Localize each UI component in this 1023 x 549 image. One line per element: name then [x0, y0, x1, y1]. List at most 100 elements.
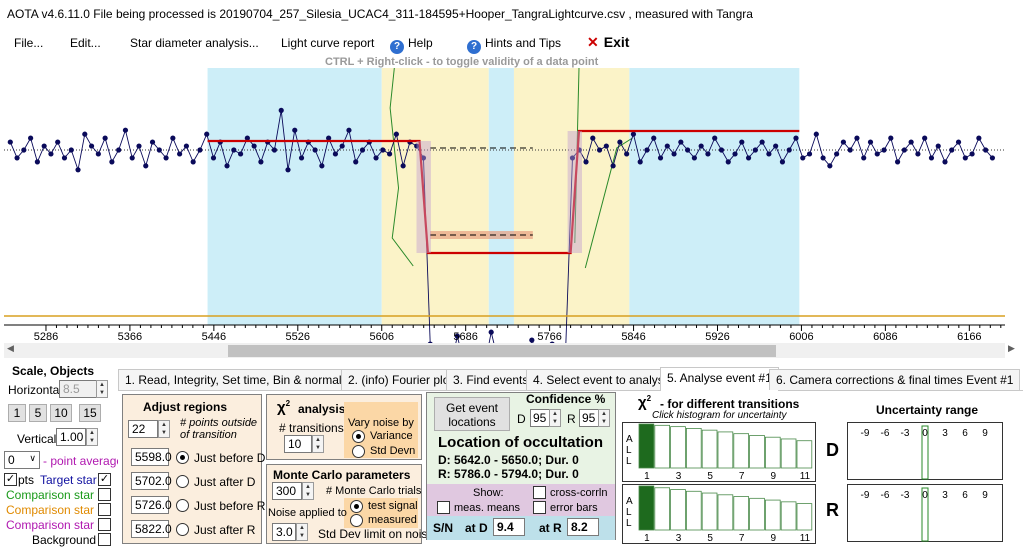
menu-exit[interactable]: ✕ Exit — [587, 34, 629, 51]
data-point — [827, 163, 833, 169]
data-point — [400, 163, 406, 169]
measured-radio[interactable] — [350, 514, 363, 527]
data-point — [82, 131, 88, 137]
menu-light-curve-report[interactable]: Light curve report — [281, 36, 375, 50]
trials-spinner-icon[interactable]: ▲ ▼ — [302, 482, 314, 500]
data-point — [915, 151, 921, 157]
data-point — [129, 155, 135, 161]
chi-histogram-r[interactable]: ALL 1 3 5 7 9 11 — [622, 484, 816, 544]
menu-exit-label: Exit — [603, 34, 630, 50]
data-point — [596, 147, 603, 153]
scroll-left-icon[interactable]: ◀ — [7, 343, 14, 353]
data-point — [894, 159, 901, 165]
menu-hints[interactable]: ? Hints and Tips — [467, 36, 561, 54]
menu-edit[interactable]: Edit... — [70, 36, 101, 50]
just-before-r-radio[interactable] — [176, 499, 189, 512]
chi-hist-bar — [717, 494, 734, 531]
tab-find-events[interactable]: 3. Find events — [446, 369, 536, 390]
data-point — [271, 147, 278, 153]
uncertainty-r-plot[interactable]: -9 -6 -3 0 3 6 9 — [847, 484, 1003, 542]
just-after-r-input[interactable]: 5822.0 — [131, 520, 172, 538]
scale-button-10[interactable]: 10 — [50, 404, 72, 422]
unc-tick: -9 — [861, 428, 870, 439]
data-point — [149, 139, 156, 145]
test-signal-radio[interactable] — [350, 500, 363, 513]
confidence-d-spinner-icon[interactable]: ▲ ▼ — [549, 409, 561, 427]
title-bar: AOTA v4.6.11.0 File being processed is 2… — [0, 0, 1023, 30]
horizontal-scale-input[interactable]: 8.5 — [59, 380, 97, 398]
error-bars-checkbox[interactable] — [533, 501, 546, 514]
variance-radio[interactable] — [352, 430, 365, 443]
sn-at-r-label: at R — [539, 521, 562, 535]
std-dev-spinner-icon[interactable]: ▲ ▼ — [296, 523, 308, 541]
confidence-r-input[interactable]: 95 — [579, 409, 599, 427]
pts-checkbox[interactable]: ✓ — [4, 473, 17, 486]
data-point — [786, 147, 792, 153]
model-curve — [207, 129, 800, 255]
std-devn-label: Std Devn — [370, 445, 416, 457]
data-point — [976, 135, 982, 141]
chi-histogram-d[interactable]: ALL 1 3 5 7 9 11 — [622, 422, 816, 482]
comparison-star-2-checkbox[interactable] — [98, 503, 111, 516]
data-point — [922, 135, 928, 141]
point-average-select[interactable]: 0 ∨ — [4, 451, 40, 469]
scale-button-1[interactable]: 1 — [8, 404, 26, 422]
data-point — [68, 147, 74, 153]
data-point — [766, 151, 772, 157]
just-before-d-input[interactable]: 5598.0 — [131, 448, 172, 466]
confidence-d-input[interactable]: 95 — [530, 409, 550, 427]
uncertainty-title: Uncertainty range — [876, 403, 979, 417]
vertical-scale-input[interactable]: 1.00 — [56, 428, 86, 446]
just-after-r-radio[interactable] — [176, 523, 189, 536]
d-uncertainty — [416, 141, 431, 253]
chi-hist-bar — [733, 496, 750, 531]
comparison-star-1-checkbox[interactable] — [98, 488, 111, 501]
get-event-locations-button[interactable]: Get event locations — [434, 397, 510, 431]
points-spinner-icon[interactable]: ▲ ▼ — [158, 420, 170, 438]
points-outside-input[interactable]: 22 — [128, 420, 158, 438]
tab-read-integrity[interactable]: 1. Read, Integrity, Set time, Bin & norm… — [118, 369, 364, 390]
data-point — [813, 131, 819, 137]
data-point — [603, 143, 609, 149]
tab-camera-corrections[interactable]: 6. Camera corrections & final times Even… — [769, 369, 1021, 390]
plot-scrollbar-thumb[interactable] — [228, 345, 776, 357]
r-uncertainty — [567, 131, 582, 253]
data-point — [319, 163, 325, 169]
target-star-checkbox[interactable]: ✓ — [98, 473, 111, 486]
transitions-spinner-icon[interactable]: ▲ ▼ — [312, 435, 324, 453]
data-point — [177, 151, 183, 157]
cross-corrln-checkbox[interactable] — [533, 486, 546, 499]
light-curve-plot[interactable]: 5286 5366 5446 5526 5606 5686 5766 5846 5926 6006… — [4, 68, 1005, 343]
menu-file[interactable]: File... — [14, 36, 44, 50]
scale-button-5[interactable]: 5 — [29, 404, 47, 422]
monte-carlo-trials-input[interactable]: 300 — [272, 482, 302, 500]
tab-select-event[interactable]: 4. Select event to analyse — [526, 369, 678, 390]
meas-means-checkbox[interactable] — [437, 501, 450, 514]
tab-analyse-event[interactable]: 5. Analyse event #1 — [660, 367, 779, 391]
just-before-r-input[interactable]: 5726.0 — [131, 496, 172, 514]
menu-star-diameter[interactable]: Star diameter analysis... — [130, 36, 259, 50]
uncertainty-d-plot[interactable]: -9 -6 -3 0 3 6 9 — [847, 422, 1003, 480]
just-after-d-radio[interactable] — [176, 475, 189, 488]
plot-region-event — [513, 68, 630, 325]
chi-hist-bar — [749, 435, 765, 469]
just-before-d-radio[interactable] — [176, 451, 189, 464]
vertical-spinner-icon[interactable]: ▲ ▼ — [86, 428, 98, 446]
background-checkbox[interactable] — [98, 533, 111, 546]
pts-label: pts — [18, 473, 35, 487]
scale-button-15[interactable]: 15 — [79, 404, 101, 422]
hist-d-letter: D — [826, 440, 839, 460]
std-devn-radio[interactable] — [352, 445, 365, 458]
confidence-r-spinner-icon[interactable]: ▲ ▼ — [598, 409, 610, 427]
menu-help[interactable]: ? Help — [390, 36, 433, 54]
monte-carlo-trials-label: # Monte Carlo trials — [326, 485, 422, 497]
transitions-input[interactable]: 10 — [284, 435, 312, 453]
tab-fourier[interactable]: 2. (info) Fourier plot — [341, 369, 460, 390]
adjust-regions-panel — [122, 394, 262, 544]
comparison-star-3-checkbox[interactable] — [98, 518, 111, 531]
scroll-right-icon[interactable]: ▶ — [1008, 343, 1015, 353]
horizontal-spinner-icon[interactable]: ▲ ▼ — [96, 380, 108, 398]
std-dev-limit-input[interactable]: 3.0 — [272, 523, 296, 541]
hist-tick: 11 — [800, 533, 811, 544]
just-after-d-input[interactable]: 5702.0 — [131, 472, 172, 490]
